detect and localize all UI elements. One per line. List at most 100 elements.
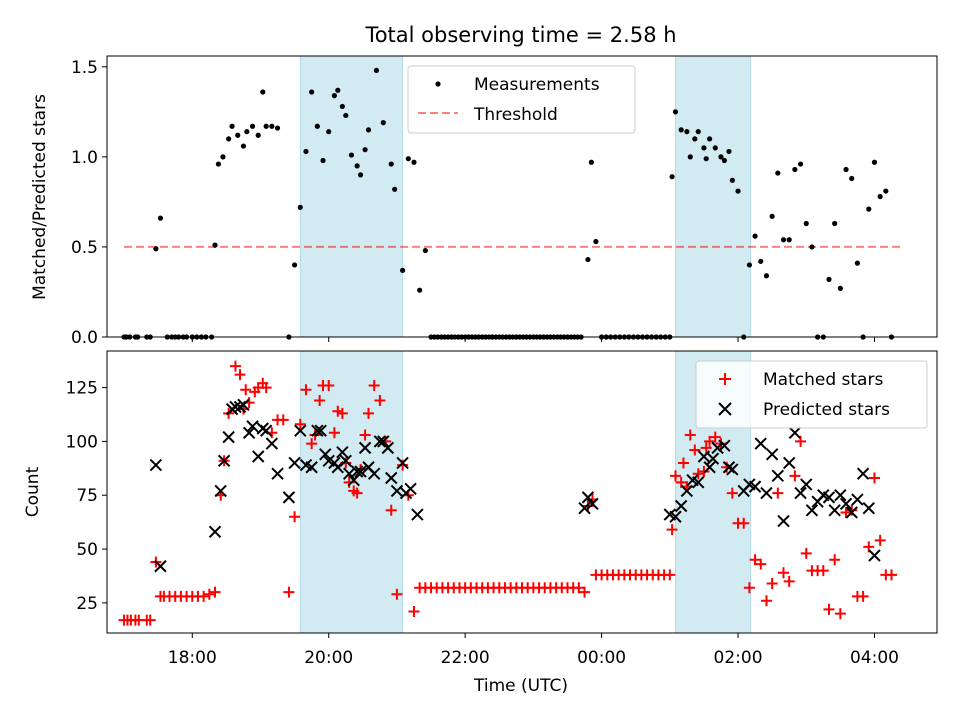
measurement-point <box>235 132 241 138</box>
top-y-ticks: 0.0 0.5 1.0 1.5 <box>71 58 107 348</box>
measurement-point <box>326 129 332 135</box>
predicted-star-point <box>680 484 694 498</box>
top-legend-box <box>407 65 636 134</box>
matched-star-point <box>294 418 306 430</box>
predicted-star-point <box>845 506 858 519</box>
predicted-star-point <box>305 461 318 474</box>
measurement-point <box>826 276 832 282</box>
measurement-point <box>274 125 281 131</box>
predicted-star-point <box>314 424 327 437</box>
predicted-star-point <box>354 465 367 478</box>
measurement-point <box>244 129 250 135</box>
matched-star-point <box>397 459 409 471</box>
matched-star-point <box>240 384 252 396</box>
matched-star-point <box>391 588 403 600</box>
measurement-point <box>780 237 787 243</box>
predicted-star-point <box>350 465 364 478</box>
legend-predicted-marker <box>718 402 732 416</box>
measurement-point <box>157 215 164 221</box>
measurement-point <box>357 172 364 178</box>
predicted-star-point <box>396 456 409 470</box>
matched-star-point <box>677 457 689 469</box>
predicted-star-point <box>856 467 870 480</box>
legend-measurements-label: Measurements <box>474 75 600 95</box>
measurement-point <box>240 143 247 149</box>
y-tick-label: 125 <box>66 379 98 399</box>
matched-star-point <box>760 595 772 607</box>
predicted-star-point <box>581 491 595 504</box>
measurement-point <box>392 186 398 192</box>
matched-star-point <box>817 565 829 577</box>
predicted-star-point <box>862 501 875 515</box>
predicted-star-point <box>828 504 841 517</box>
predicted-star-point <box>311 424 324 437</box>
matched-star-point <box>874 534 886 546</box>
bottom-x-ticks: 18:00 20:00 22:00 00:00 02:00 04:00 <box>168 633 899 668</box>
measurement-point <box>837 285 843 291</box>
predicted-star-point <box>782 456 796 470</box>
predicted-star-point <box>726 463 739 476</box>
predicted-star-point <box>404 482 417 495</box>
predicted-star-point <box>706 452 720 465</box>
measurement-point <box>263 123 269 129</box>
measurement-point <box>866 206 872 212</box>
predicted-star-point <box>822 491 836 504</box>
matched-star-point <box>277 414 289 426</box>
matched-star-point <box>209 586 221 598</box>
x-axis-label: Time (UTC) <box>473 676 568 696</box>
y-tick-label: 100 <box>66 432 98 452</box>
predicted-star-point <box>339 454 352 467</box>
matched-star-point <box>368 379 380 391</box>
predicted-star-point <box>760 486 773 500</box>
matched-star-point <box>573 582 585 594</box>
top-shaded-intervals <box>299 55 752 338</box>
measurement-point <box>684 129 690 135</box>
y-tick-label: 25 <box>76 594 98 614</box>
matched-star-point <box>846 504 858 516</box>
predicted-star-point <box>754 437 767 450</box>
x-tick-label: 04:00 <box>850 648 899 668</box>
measurement-point <box>703 156 709 162</box>
measurement-point <box>786 237 792 243</box>
measurement-point <box>309 89 315 95</box>
x-tick-label: 02:00 <box>714 648 763 668</box>
measurement-point <box>348 152 355 158</box>
bottom-axes-frame <box>106 350 938 634</box>
predicted-star-point <box>336 445 349 459</box>
matched-star-point <box>783 575 795 587</box>
predicted-star-point <box>578 501 591 515</box>
matched-star-point <box>328 427 340 439</box>
measurement-point <box>354 163 360 169</box>
matched-star-point <box>374 395 386 407</box>
predicted-star-point <box>271 467 284 480</box>
predicted-star-point <box>800 478 813 491</box>
matched-star-point <box>823 603 835 615</box>
matched-star-point <box>778 567 790 579</box>
measurement-point <box>331 93 337 99</box>
matched-star-point <box>579 586 591 598</box>
measurement-point <box>672 109 679 115</box>
predicted-star-point <box>373 435 387 448</box>
y-tick-label: 1.0 <box>71 148 98 168</box>
measurement-point <box>215 161 222 167</box>
measurement-point <box>314 123 320 129</box>
predicted-star-point <box>788 426 802 440</box>
measurement-point <box>292 262 298 268</box>
bottom-shaded-intervals <box>299 350 752 634</box>
measurement-point <box>726 148 732 155</box>
measurement-point <box>687 154 693 160</box>
y-tick-label: 0.5 <box>71 238 98 258</box>
measurement-point <box>303 148 309 155</box>
predicted-star-point <box>294 424 307 437</box>
measurement-point <box>422 247 428 254</box>
matched-star-point <box>726 487 738 499</box>
predicted-star-point <box>282 491 296 504</box>
measurement-point <box>797 161 804 167</box>
predicted-star-point <box>718 439 731 452</box>
predicted-star-point <box>242 426 256 440</box>
bottom-y-ticks: 25 50 75 100 125 <box>66 379 107 614</box>
measurement-point <box>153 246 159 252</box>
measurement-point <box>417 287 423 293</box>
matched-star-point <box>359 429 371 441</box>
